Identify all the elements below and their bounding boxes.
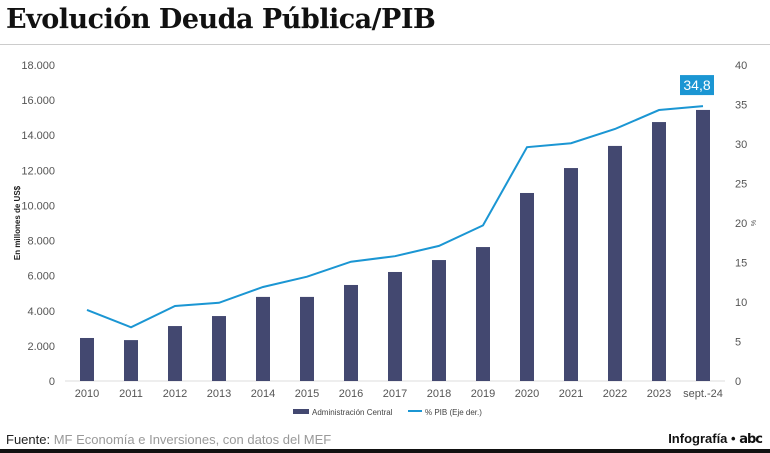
x-tick-label: 2021 (559, 388, 583, 400)
source-note: Fuente: MF Economía e Inversiones, con d… (6, 432, 331, 447)
bar (256, 296, 270, 381)
bottom-bar (0, 449, 770, 453)
legend-label: Administración Central (312, 408, 393, 417)
source-label: Fuente: (6, 432, 51, 447)
y-tick-label: 8.000 (27, 236, 55, 248)
y2-tick-label: 25 (735, 179, 747, 191)
x-tick-label: 2020 (515, 388, 539, 400)
bar (80, 337, 94, 381)
annotation-box (680, 75, 714, 96)
bar (344, 284, 358, 381)
bar (432, 260, 446, 381)
x-tick-label: 2017 (383, 388, 407, 400)
y-tick-label: 10.000 (21, 200, 55, 212)
x-tick-label: 2016 (339, 388, 363, 400)
y-tick-label: 2.000 (27, 341, 55, 353)
y-tick-label: 14.000 (21, 130, 55, 142)
credit: Infografía • abc (668, 431, 763, 447)
legend-swatch-bar (293, 409, 309, 414)
y2-tick-label: 0 (735, 376, 741, 388)
bar (608, 145, 622, 381)
y2-axis-title: % (751, 220, 758, 226)
y-tick-label: 0 (49, 376, 55, 388)
bar (124, 340, 138, 381)
x-tick-label: 2011 (119, 388, 143, 400)
y2-tick-label: 5 (735, 337, 741, 349)
y-tick-label: 6.000 (27, 271, 55, 283)
y-tick-label: 12.000 (21, 165, 55, 177)
x-tick-label: 2012 (163, 388, 187, 400)
bar (212, 316, 226, 381)
annotation-label: 34,8 (683, 77, 710, 93)
y-tick-label: 18.000 (21, 60, 55, 72)
y2-tick-label: 30 (735, 139, 747, 151)
bar (168, 326, 182, 381)
y2-tick-label: 35 (735, 100, 747, 112)
y2-tick-label: 10 (735, 297, 747, 309)
y2-tick-label: 20 (735, 218, 747, 230)
x-tick-label: sept.-24 (683, 388, 723, 400)
legend-swatch-line (408, 410, 422, 412)
y-axis-title: En millones de US$ (13, 185, 22, 260)
source-text: MF Economía e Inversiones, con datos del… (53, 432, 332, 447)
bar (696, 109, 710, 381)
y2-tick-label: 40 (735, 60, 747, 72)
page-title: Evolución Deuda Pública/PIB (6, 4, 436, 35)
x-tick-label: 2018 (427, 388, 451, 400)
divider (0, 44, 770, 45)
x-tick-label: 2013 (207, 388, 231, 400)
y2-tick-label: 15 (735, 258, 747, 270)
bar (300, 296, 314, 381)
x-tick-label: 2019 (471, 388, 495, 400)
y-tick-label: 16.000 (21, 95, 55, 107)
legend-label: % PIB (Eje der.) (425, 408, 482, 417)
bar (652, 122, 666, 382)
credit-text: Infografía • (668, 431, 736, 446)
bar (476, 247, 490, 381)
x-tick-label: 2014 (251, 388, 275, 400)
x-tick-label: 2015 (295, 388, 319, 400)
bar (388, 271, 402, 381)
y-tick-label: 4.000 (27, 306, 55, 318)
abc-logo: abc (739, 432, 763, 447)
x-tick-label: 2023 (647, 388, 671, 400)
x-tick-label: 2022 (603, 388, 627, 400)
bar (564, 168, 578, 381)
bar (520, 192, 534, 381)
x-tick-label: 2010 (75, 388, 99, 400)
